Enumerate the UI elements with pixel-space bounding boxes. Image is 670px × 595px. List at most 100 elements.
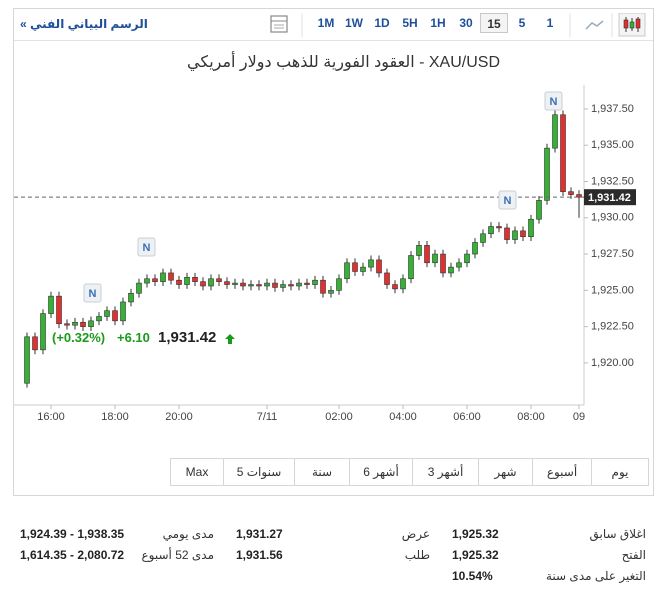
x-tick-label: 02:00 <box>325 411 353 423</box>
candle-body <box>328 290 334 294</box>
up-arrow <box>225 334 235 344</box>
candle-body <box>272 282 278 288</box>
interval-button[interactable]: 1H <box>430 16 446 30</box>
range-button[interactable]: 5 سنوات <box>223 459 294 485</box>
candle-body <box>40 313 46 351</box>
candle-body <box>352 262 358 272</box>
toolbar <box>14 9 653 41</box>
news-marker: N <box>504 195 512 207</box>
candle-body <box>576 194 582 198</box>
change-percent: (+0.32%) <box>52 330 106 345</box>
y-tick-label: 1,925.00 <box>591 284 634 296</box>
x-tick-label: 09 <box>573 411 585 423</box>
toolbar-icons <box>270 13 646 37</box>
range-button[interactable]: شهر <box>478 459 532 485</box>
candle-body <box>24 336 30 384</box>
candle-body <box>176 279 182 285</box>
candle-body <box>408 255 414 280</box>
interval-button[interactable]: 1 <box>546 16 554 30</box>
candle-icon <box>623 19 629 29</box>
interval-button[interactable]: 5H <box>402 16 418 30</box>
news-marker-box <box>83 283 102 303</box>
range-button[interactable]: سنة <box>294 459 349 485</box>
candle-body <box>400 278 406 290</box>
stats-row: مدى يومي 1,924.39 - 1,938.35 <box>20 524 214 545</box>
candle-body <box>248 284 254 287</box>
candle-body <box>384 272 390 285</box>
range-button[interactable]: 6 أشهر <box>349 459 412 485</box>
candle-body <box>224 281 230 285</box>
x-tick-label: 7/11 <box>257 411 278 423</box>
stat-label: طلب <box>404 548 430 562</box>
candle-body <box>256 284 262 287</box>
news-marker-box <box>498 190 517 210</box>
range-button[interactable]: Max <box>185 465 209 479</box>
last-price-label: 1,931.42 <box>588 192 631 204</box>
interval-button[interactable]: 1M <box>317 16 335 30</box>
x-tick-label: 06:00 <box>453 411 481 423</box>
candle-body <box>304 282 310 285</box>
candle-body <box>560 114 566 192</box>
range-button[interactable]: يوم <box>591 459 648 485</box>
last-price-box <box>584 189 636 206</box>
candle-body <box>536 200 542 220</box>
change: +6.10 <box>117 330 150 345</box>
up-arrow-shape <box>225 334 235 344</box>
candle-body <box>280 284 286 288</box>
x-tick-label: 04:00 <box>389 411 417 423</box>
stat-label: عرض <box>401 527 430 541</box>
interval-button[interactable]: 1D <box>374 16 390 30</box>
candle-body <box>528 218 534 237</box>
candle-body <box>520 230 526 237</box>
candle-body <box>152 278 158 282</box>
table-icon[interactable] <box>270 15 288 33</box>
range-button[interactable]: 3 أشهر <box>412 459 478 485</box>
stat-label: مدى يومي <box>162 527 214 541</box>
candle-body <box>32 336 38 351</box>
y-tick-label: 1,927.50 <box>591 248 634 260</box>
interval-button[interactable]: 5 <box>518 16 526 30</box>
candle-body <box>112 310 118 322</box>
range-button[interactable]: أسبوع <box>532 459 591 485</box>
news-marker-box <box>137 237 156 257</box>
stat-label: التغير على مدى سنة <box>545 569 646 583</box>
news-marker-box <box>544 91 563 111</box>
candle-body <box>288 284 294 287</box>
chart-title: XAU/USD - العقود الفورية للذهب دولار أمر… <box>187 54 500 71</box>
stats-row: طلب 1,931.56 <box>236 545 430 566</box>
stats-column: عرض 1,931.27 طلب 1,931.56 <box>236 524 430 587</box>
candle-body <box>72 321 78 326</box>
stats-row: التغير على مدى سنة 10.54% <box>452 566 646 587</box>
stat-label: مدى 52 أسبوع <box>141 548 214 562</box>
stat-value: 10.54% <box>452 569 493 583</box>
y-tick-label: 1,932.50 <box>591 175 634 187</box>
candle-body <box>264 282 270 287</box>
stats-column: اغلاق سابق 1,925.32 الفتح 1,925.32 التغير عل… <box>452 524 646 587</box>
technical-chart-link[interactable]: الرسم البياني الفني » <box>20 17 148 31</box>
stat-value: 1,924.39 - 1,938.35 <box>20 527 125 541</box>
candle-body <box>360 266 366 272</box>
candle-body <box>104 310 110 317</box>
interval-bar: 1M 1W 1D 5H 1H 30 15 5 1 <box>312 13 564 33</box>
candle-body <box>472 242 478 255</box>
candle-body <box>136 282 142 294</box>
candle-body <box>416 245 422 256</box>
line-chart-icon[interactable] <box>585 20 604 30</box>
candle-body <box>192 276 198 282</box>
candle-body <box>144 278 150 284</box>
interval-button[interactable]: 30 <box>459 16 473 30</box>
candle-body <box>504 227 510 240</box>
y-tick-label: 1,937.50 <box>591 103 634 115</box>
candle-body <box>456 262 462 268</box>
interval-button[interactable]: 1W <box>345 16 363 30</box>
interval-button[interactable]: 15 <box>480 13 508 33</box>
stats-row: اغلاق سابق 1,925.32 <box>452 524 646 545</box>
candle-body <box>480 233 486 243</box>
candle-body <box>336 278 342 291</box>
candle-body <box>80 321 86 327</box>
candle-body <box>168 272 174 281</box>
candle-body <box>448 266 454 274</box>
candle-body <box>344 262 350 280</box>
candle-body <box>512 230 518 240</box>
